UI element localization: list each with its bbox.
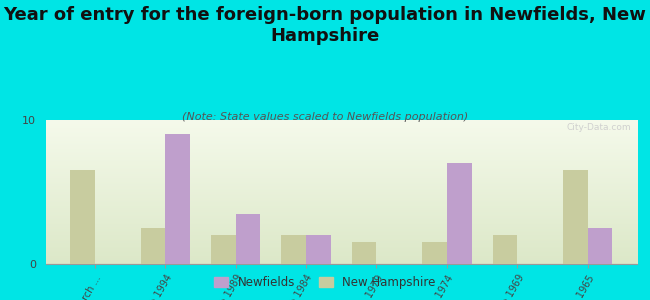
Bar bbox=[211, 235, 235, 264]
Bar bbox=[140, 228, 165, 264]
Bar bbox=[165, 134, 190, 264]
Legend: Newfields, New Hampshire: Newfields, New Hampshire bbox=[209, 272, 441, 294]
Bar bbox=[493, 235, 517, 264]
Bar bbox=[588, 228, 612, 264]
Bar bbox=[352, 242, 376, 264]
Text: Year of entry for the foreign-born population in Newfields, New
Hampshire: Year of entry for the foreign-born popul… bbox=[3, 6, 647, 45]
Text: City-Data.com: City-Data.com bbox=[566, 123, 631, 132]
Bar bbox=[70, 170, 95, 264]
Bar bbox=[422, 242, 447, 264]
Text: (Note: State values scaled to Newfields population): (Note: State values scaled to Newfields … bbox=[182, 112, 468, 122]
Bar bbox=[235, 214, 260, 264]
Bar bbox=[306, 235, 331, 264]
Bar bbox=[281, 235, 306, 264]
Bar bbox=[447, 163, 471, 264]
Bar bbox=[563, 170, 588, 264]
